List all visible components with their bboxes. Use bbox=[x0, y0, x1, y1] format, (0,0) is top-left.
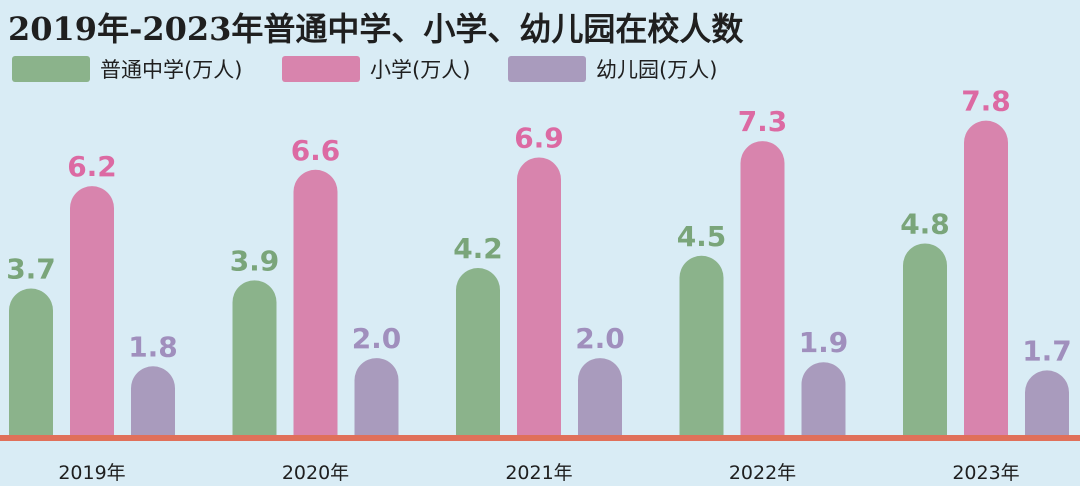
bar-kindergarten-2020年 bbox=[354, 358, 399, 440]
data-label-kindergarten-2021年: 2.0 bbox=[575, 322, 625, 355]
data-label-primary-school-2021年: 6.9 bbox=[514, 122, 564, 155]
bar-primary-school-2020年 bbox=[293, 169, 338, 440]
bar-middle-school-2020年 bbox=[232, 280, 277, 440]
data-label-kindergarten-2019年: 1.8 bbox=[128, 330, 178, 363]
data-label-middle-school-2020年: 3.9 bbox=[230, 244, 280, 277]
bar-primary-school-2021年 bbox=[517, 157, 561, 440]
data-label-primary-school-2020年: 6.6 bbox=[291, 134, 341, 167]
data-label-middle-school-2022年: 4.5 bbox=[677, 220, 727, 253]
data-label-middle-school-2019年: 3.7 bbox=[6, 253, 56, 286]
bar-middle-school-2023年 bbox=[903, 243, 947, 440]
chart-title: 2019年-2023年普通中学、小学、幼儿园在校人数 bbox=[8, 10, 744, 48]
bar-primary-school-2023年 bbox=[964, 120, 1008, 441]
data-label-kindergarten-2022年: 1.9 bbox=[799, 326, 849, 359]
data-label-middle-school-2023年: 4.8 bbox=[900, 207, 950, 240]
bar-kindergarten-2023年 bbox=[1025, 370, 1069, 440]
bar-middle-school-2021年 bbox=[456, 268, 500, 440]
legend-label-primary-school: 小学(万人) bbox=[370, 58, 471, 82]
bar-kindergarten-2019年 bbox=[131, 366, 175, 440]
data-label-middle-school-2021年: 4.2 bbox=[453, 232, 503, 265]
data-label-kindergarten-2020年: 2.0 bbox=[352, 322, 402, 355]
legend-swatch-primary-school bbox=[282, 56, 360, 82]
bar-middle-school-2019年 bbox=[9, 288, 53, 440]
legend-item-primary-school: 小学(万人) bbox=[282, 54, 470, 84]
legend-swatch-kindergarten bbox=[508, 56, 586, 82]
x-tick-label-2: 2021年 bbox=[505, 462, 572, 484]
data-label-kindergarten-2023年: 1.7 bbox=[1022, 334, 1072, 367]
data-label-primary-school-2019年: 6.2 bbox=[67, 150, 117, 183]
legend-label-middle-school: 普通中学(万人) bbox=[100, 58, 243, 82]
bar-primary-school-2019年 bbox=[70, 186, 114, 440]
data-label-primary-school-2022年: 7.3 bbox=[738, 105, 788, 138]
bar-kindergarten-2022年 bbox=[801, 362, 846, 440]
legend-label-kindergarten: 幼儿园(万人) bbox=[596, 58, 718, 82]
bar-kindergarten-2021年 bbox=[578, 358, 622, 440]
legend-swatch-middle-school bbox=[12, 56, 90, 82]
legend-item-kindergarten: 幼儿园(万人) bbox=[508, 54, 717, 84]
bar-middle-school-2022年 bbox=[679, 255, 724, 440]
legend-item-middle-school: 普通中学(万人) bbox=[12, 54, 242, 84]
bar-primary-school-2022年 bbox=[740, 141, 785, 441]
x-tick-label-4: 2023年 bbox=[952, 462, 1019, 484]
data-label-primary-school-2023年: 7.8 bbox=[961, 85, 1011, 118]
x-tick-label-3: 2022年 bbox=[729, 462, 796, 484]
x-tick-label-1: 2020年 bbox=[282, 462, 349, 484]
x-tick-label-0: 2019年 bbox=[58, 462, 125, 484]
